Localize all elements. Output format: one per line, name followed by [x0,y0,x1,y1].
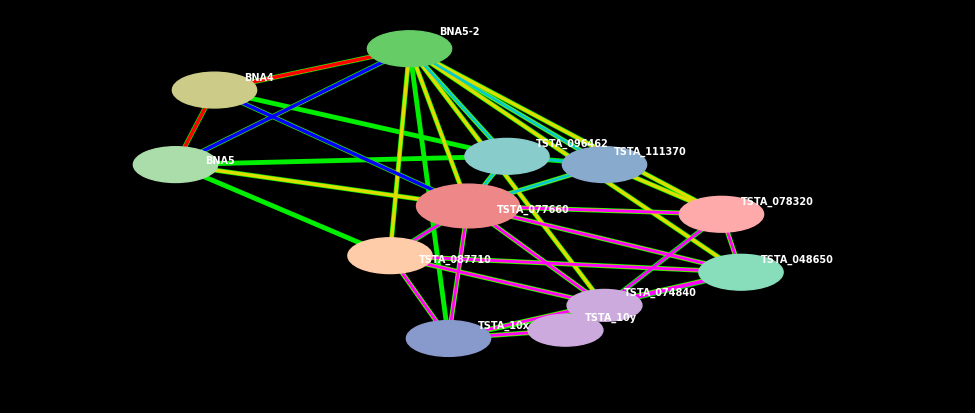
Text: TSTA_077660: TSTA_077660 [497,204,570,215]
Circle shape [407,321,490,356]
Text: TSTA_087710: TSTA_087710 [419,254,492,264]
Circle shape [416,185,520,228]
Text: BNA5: BNA5 [205,155,235,165]
Text: TSTA_048650: TSTA_048650 [760,254,834,264]
Text: TSTA_078320: TSTA_078320 [741,196,814,206]
Circle shape [173,73,256,109]
Circle shape [699,255,783,290]
Circle shape [368,32,451,67]
Text: TSTA_074840: TSTA_074840 [624,287,697,297]
Circle shape [348,238,432,274]
Circle shape [563,147,646,183]
Circle shape [528,315,603,346]
Text: BNA5-2: BNA5-2 [439,27,480,37]
Circle shape [680,197,763,233]
Text: TSTA_096462: TSTA_096462 [536,138,609,149]
Circle shape [567,290,642,321]
Text: TSTA_10x: TSTA_10x [478,320,529,330]
Text: TSTA_111370: TSTA_111370 [614,147,687,157]
Text: TSTA_10y: TSTA_10y [585,312,637,322]
Circle shape [465,139,549,175]
Circle shape [134,147,217,183]
Text: BNA4: BNA4 [244,73,274,83]
